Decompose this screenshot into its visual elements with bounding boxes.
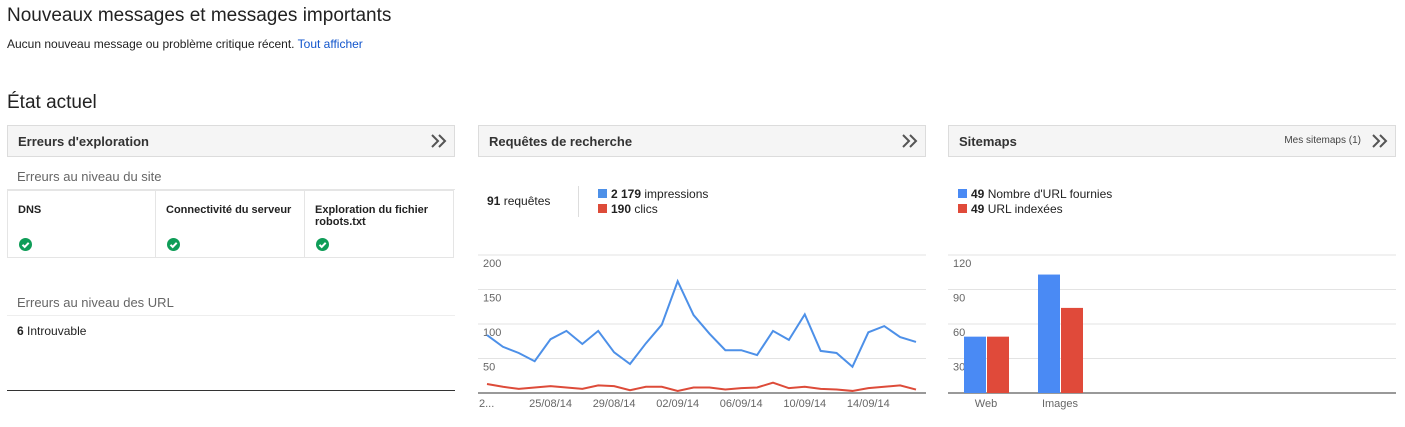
x-tick-label: 02/09/14 [656, 398, 699, 410]
expand-button[interactable] [901, 133, 919, 149]
x-tick-label: Images [1042, 398, 1079, 410]
series-line [486, 278, 917, 369]
ok-icon [19, 238, 32, 251]
sitemaps-link[interactable]: Mes sitemaps (1) [1284, 135, 1361, 146]
site-error-cell: Connectivité du serveur [155, 190, 305, 258]
url-error: 6 Introuvable [17, 324, 86, 338]
legend: 49 Nombre d'URL fournies 49 URL indexées [958, 187, 1112, 217]
x-tick-label: 25/08/14 [529, 398, 572, 410]
bar [1038, 274, 1060, 393]
bar [1061, 307, 1083, 393]
legend-entry: 49 Nombre d'URL fournies [958, 187, 1112, 202]
legend-label: URL indexées [987, 202, 1063, 216]
queries-summary: 91 requêtes [487, 194, 550, 208]
y-tick-label: 50 [483, 362, 495, 374]
queries-count: 91 [487, 194, 501, 208]
url-error-count: 6 [17, 324, 24, 338]
y-tick-label: 150 [483, 293, 501, 305]
expand-button[interactable] [430, 133, 448, 149]
panel-header: Erreurs d'exploration [7, 125, 455, 157]
ok-icon [316, 238, 329, 251]
y-tick-label: 100 [483, 327, 501, 339]
x-tick-label: 10/09/14 [783, 398, 826, 410]
legend-swatch [958, 204, 967, 213]
bar [987, 336, 1009, 393]
legend-total: 49 [971, 202, 985, 216]
y-tick-label: 90 [953, 293, 965, 305]
panel-title: Sitemaps [959, 134, 1017, 149]
panel-title: Requêtes de recherche [489, 134, 633, 149]
legend-swatch [598, 204, 607, 213]
column-label: Connectivité du serveur [166, 204, 292, 216]
bar-chart: 30 60 90 120 Web Images [948, 254, 1396, 410]
legend-swatch [598, 189, 607, 198]
site-errors-heading: Erreurs au niveau du site [17, 169, 162, 184]
divider [7, 315, 455, 316]
bar [964, 336, 986, 393]
x-tick-label: 29/08/14 [593, 398, 636, 410]
status-title: État actuel [7, 92, 97, 113]
y-tick-label: 60 [953, 327, 965, 339]
legend-label: impressions [644, 187, 709, 201]
divider [578, 186, 579, 217]
x-tick-label: 2... [479, 398, 494, 410]
url-error-label: Introuvable [27, 324, 87, 338]
x-tick-label: 14/09/14 [847, 398, 890, 410]
messages-status: Aucun nouveau message ou problème critiq… [7, 37, 295, 51]
legend-entry: 2 179 impressions [598, 187, 708, 202]
legend-entry: 49 URL indexées [958, 202, 1112, 217]
legend-swatch [958, 189, 967, 198]
site-error-cell: Exploration du fichier robots.txt [304, 190, 454, 258]
y-tick-label: 120 [953, 258, 971, 270]
show-all-link[interactable]: Tout afficher [297, 37, 363, 51]
divider [7, 390, 455, 391]
legend-label: clics [634, 202, 658, 216]
column-label: DNS [18, 204, 42, 216]
series-line [486, 381, 917, 392]
ok-icon [167, 238, 180, 251]
url-errors-heading: Erreurs au niveau des URL [17, 295, 174, 310]
line-chart: 50 100 150 200 2... 25/08/14 29/08/14 02/09/14 0… [478, 254, 926, 410]
messages-text: Aucun nouveau message ou problème critiq… [7, 37, 363, 51]
divider [7, 189, 455, 190]
y-tick-label: 30 [953, 362, 965, 374]
panel-title: Erreurs d'exploration [18, 134, 149, 149]
legend-total: 49 [971, 187, 985, 201]
x-tick-label: Web [975, 398, 997, 410]
panel-header: Requêtes de recherche [478, 125, 926, 157]
legend: 2 179 impressions 190 clics [598, 187, 708, 217]
column-label: Exploration du fichier robots.txt [315, 204, 429, 228]
panel-header: Sitemaps Mes sitemaps (1) [948, 125, 1396, 157]
expand-button[interactable] [1371, 133, 1389, 149]
x-tick-label: 06/09/14 [720, 398, 763, 410]
legend-total: 2 179 [611, 187, 642, 201]
messages-title: Nouveaux messages et messages importants [7, 5, 392, 26]
legend-label: Nombre d'URL fournies [987, 187, 1113, 201]
legend-total: 190 [611, 202, 632, 216]
queries-label: requêtes [503, 194, 551, 208]
legend-entry: 190 clics [598, 202, 708, 217]
y-tick-label: 200 [483, 258, 501, 270]
site-error-cell: DNS [7, 190, 156, 258]
